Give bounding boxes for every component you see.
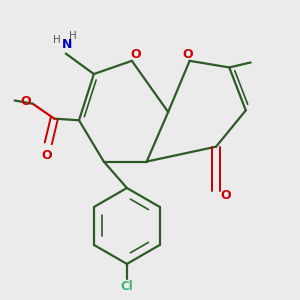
Text: O: O bbox=[41, 149, 52, 162]
Text: O: O bbox=[183, 48, 193, 62]
Text: O: O bbox=[130, 48, 141, 62]
Text: O: O bbox=[20, 94, 31, 108]
Text: H: H bbox=[53, 35, 61, 45]
Text: O: O bbox=[220, 189, 231, 202]
Text: Cl: Cl bbox=[121, 280, 133, 293]
Text: N: N bbox=[62, 38, 73, 51]
Text: H: H bbox=[68, 31, 76, 41]
